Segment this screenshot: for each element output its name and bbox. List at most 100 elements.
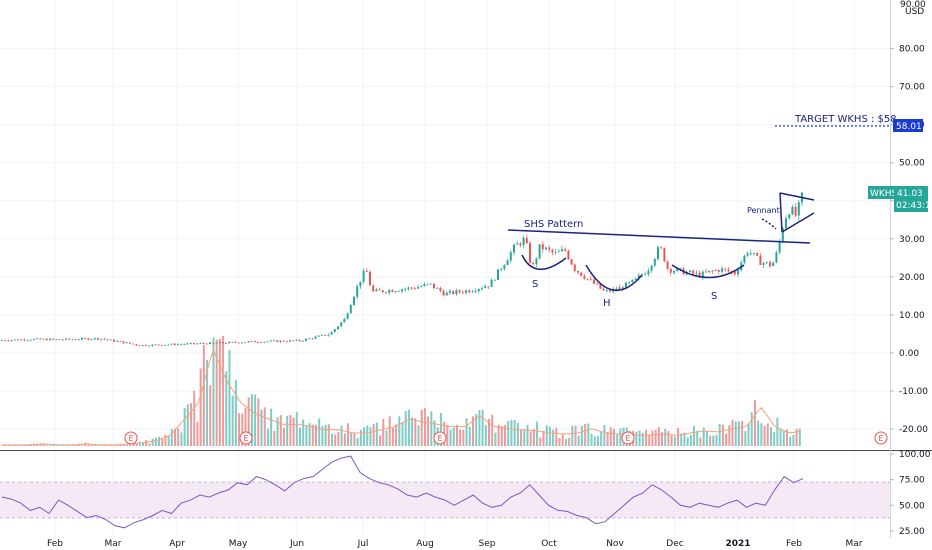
price-value: 41.03 bbox=[897, 189, 923, 199]
candle-body bbox=[189, 343, 192, 344]
volume-bar bbox=[154, 437, 157, 446]
month-label: Sep bbox=[479, 539, 496, 549]
candle-body bbox=[359, 281, 362, 287]
candle-body bbox=[449, 290, 451, 293]
candle-body bbox=[177, 344, 179, 346]
volume-bar bbox=[475, 414, 478, 446]
volume-bar bbox=[177, 428, 180, 446]
volume-bar bbox=[401, 422, 404, 446]
volume-bar bbox=[773, 432, 776, 446]
volume-bar bbox=[471, 416, 474, 446]
volume-bar bbox=[42, 444, 45, 446]
candle-body bbox=[289, 340, 291, 342]
candle-body bbox=[695, 272, 698, 274]
candle-body bbox=[353, 296, 355, 305]
candle-body bbox=[794, 206, 797, 216]
month-label: Nov bbox=[606, 539, 624, 549]
candle-body bbox=[36, 338, 39, 340]
candle-body bbox=[436, 287, 439, 289]
volume-bar bbox=[497, 424, 500, 446]
candle-body bbox=[55, 339, 58, 341]
candle-body bbox=[727, 269, 730, 272]
volume-bar bbox=[609, 427, 612, 446]
candle-body bbox=[20, 339, 23, 341]
price-axis[interactable]: 80.0070.0060.0050.0040.0030.0020.0010.00… bbox=[890, 45, 928, 435]
volume-bar bbox=[260, 409, 263, 446]
candle-body bbox=[10, 340, 13, 341]
month-label: Aug bbox=[416, 539, 434, 549]
candle-body bbox=[621, 287, 624, 289]
volume-bar bbox=[468, 427, 471, 446]
volume-bar bbox=[263, 407, 266, 446]
shs-pattern-drawing[interactable] bbox=[507, 229, 811, 291]
earnings-marker[interactable] bbox=[621, 431, 635, 445]
volume-bar bbox=[161, 437, 164, 446]
volume-bar bbox=[741, 420, 744, 446]
month-label: Feb bbox=[786, 539, 802, 549]
right-shoulder-arc bbox=[671, 264, 745, 279]
volume-bar bbox=[619, 428, 622, 446]
candle-body bbox=[410, 287, 413, 289]
candle-body bbox=[609, 290, 611, 292]
volume-bar bbox=[247, 397, 250, 446]
earnings-marker[interactable] bbox=[874, 431, 888, 445]
candle-body bbox=[548, 247, 551, 250]
volume-bar bbox=[423, 407, 426, 446]
earnings-marker[interactable] bbox=[124, 431, 138, 445]
candle-body bbox=[49, 338, 51, 341]
volume-bar bbox=[254, 394, 257, 446]
candle-body bbox=[762, 262, 765, 265]
volume-bar bbox=[109, 445, 112, 446]
candle-body bbox=[759, 255, 762, 265]
volume-bar bbox=[212, 337, 215, 446]
candle-body bbox=[484, 286, 487, 289]
rsi-axis[interactable]: 100.00 75.00 50.00 25.00 bbox=[890, 450, 931, 537]
candle-body bbox=[295, 339, 298, 341]
volume-bar bbox=[747, 423, 750, 446]
rsi-tick-label: 50.00 bbox=[899, 501, 925, 511]
candle-body bbox=[346, 313, 349, 319]
price-tick-label: 80.00 bbox=[899, 45, 925, 55]
candle-body bbox=[129, 342, 131, 344]
pennant-arrow bbox=[761, 218, 777, 230]
volume-bar bbox=[757, 420, 760, 446]
volume-bar bbox=[331, 433, 334, 446]
volume-bar bbox=[529, 431, 532, 446]
candle-body bbox=[157, 344, 160, 346]
volume-bar bbox=[218, 338, 221, 446]
volume-bar bbox=[71, 444, 74, 446]
candle-body bbox=[132, 343, 135, 345]
candle-body bbox=[660, 247, 663, 249]
volume-bar bbox=[407, 409, 410, 446]
volume-bar bbox=[693, 425, 696, 446]
volume-bar bbox=[661, 432, 664, 446]
volume-bar bbox=[225, 371, 228, 446]
candle-body bbox=[676, 268, 679, 272]
volume-bar bbox=[164, 434, 167, 446]
candle-body bbox=[148, 345, 151, 347]
candle-body bbox=[775, 252, 778, 263]
candle-body bbox=[81, 338, 83, 340]
rsi-tick-label: 25.00 bbox=[899, 527, 925, 537]
candle-body bbox=[93, 338, 96, 340]
volume-bar bbox=[363, 427, 366, 446]
volume-bar bbox=[677, 428, 680, 446]
volume-bar bbox=[462, 429, 465, 446]
volume-bar bbox=[446, 424, 449, 446]
volume-bar bbox=[459, 429, 462, 446]
volume-bar bbox=[190, 403, 193, 446]
volume-bar bbox=[452, 427, 455, 446]
pennant-drawing[interactable] bbox=[761, 192, 815, 233]
earnings-marker[interactable] bbox=[239, 431, 253, 445]
volume-bar bbox=[427, 416, 430, 446]
earnings-marker[interactable] bbox=[433, 431, 447, 445]
volume-bar bbox=[170, 429, 173, 446]
volume-bar bbox=[174, 428, 177, 446]
candle-body bbox=[349, 304, 352, 314]
time-axis[interactable]: Feb Mar Apr May Jun Jul Aug Sep Oct Nov Dec 2021 Feb… bbox=[47, 539, 863, 549]
candle-body bbox=[567, 250, 570, 260]
candle-body bbox=[71, 339, 74, 341]
candle-body bbox=[753, 252, 755, 254]
